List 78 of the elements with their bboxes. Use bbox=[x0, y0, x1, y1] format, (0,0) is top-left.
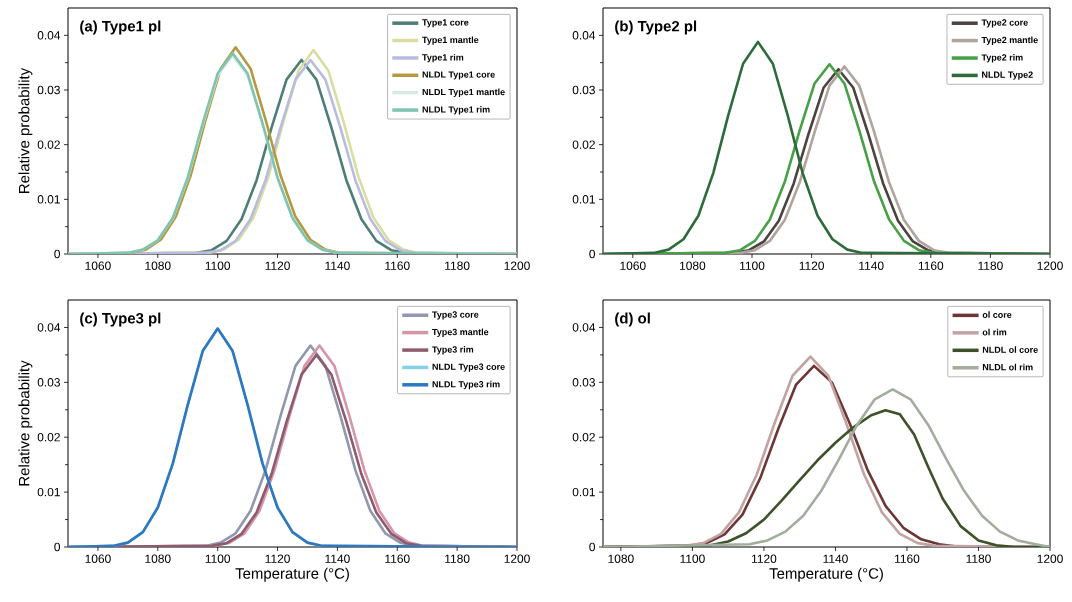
x-tick-label: 1060 bbox=[620, 261, 646, 270]
legend-label: Type1 core bbox=[422, 19, 469, 28]
y-tick-label: 0.04 bbox=[37, 323, 61, 332]
x-tick-label: 1160 bbox=[895, 554, 920, 563]
y-tick-label: 0.03 bbox=[37, 378, 60, 387]
text: (d) ol bbox=[615, 312, 650, 327]
x-tick-label: 1060 bbox=[85, 554, 111, 563]
y-tick-label: 0.01 bbox=[37, 195, 60, 204]
y-axis-title: Relative probability bbox=[18, 360, 33, 486]
y-tick-label: 0.01 bbox=[572, 487, 595, 497]
y-tick-label: 0 bbox=[589, 249, 596, 259]
x-tick-label: 1080 bbox=[145, 554, 171, 563]
y-tick-label: 0.04 bbox=[37, 31, 61, 40]
y-tick-label: 0.03 bbox=[572, 85, 595, 95]
x-tick-label: 1180 bbox=[445, 554, 470, 563]
legend-label: ol rim bbox=[982, 328, 1007, 336]
legend-label: Type2 core bbox=[981, 19, 1028, 28]
x-tick-label: 1100 bbox=[205, 261, 231, 270]
x-tick-label: 1200 bbox=[504, 554, 530, 563]
legend-label: NLDL Type1 mantle bbox=[422, 88, 505, 97]
y-tick-label: 0.04 bbox=[572, 323, 596, 332]
x-tick-label: 1100 bbox=[680, 554, 705, 563]
legend-label: NLDL Type1 rim bbox=[422, 106, 490, 115]
x-tick-label: 1120 bbox=[265, 261, 290, 270]
x-axis-title: Temperature (°C) bbox=[235, 567, 349, 582]
y-tick-label: 0 bbox=[589, 542, 596, 552]
y-tick-label: 0 bbox=[54, 542, 61, 552]
x-tick-label: 1180 bbox=[966, 554, 991, 563]
x-tick-label: 1080 bbox=[608, 554, 634, 563]
x-tick-label: 1080 bbox=[680, 261, 706, 270]
x-tick-label: 1120 bbox=[799, 261, 824, 270]
text: (c) Type3 pl bbox=[80, 312, 161, 327]
legend-label: NLDL ol core bbox=[982, 346, 1038, 353]
legend-label: Type1 mantle bbox=[422, 36, 479, 45]
legend-label: Type3 mantle bbox=[432, 328, 489, 337]
x-tick-label: 1120 bbox=[265, 554, 290, 563]
x-axis-title: Temperature (°C) bbox=[769, 567, 883, 582]
text: (b) Type2 pl bbox=[615, 20, 697, 35]
legend-label: NLDL Type3 core bbox=[432, 363, 505, 372]
x-tick-label: 1140 bbox=[859, 261, 884, 270]
x-tick-label: 1180 bbox=[978, 261, 1003, 270]
x-tick-label: 1200 bbox=[1037, 261, 1063, 270]
y-tick-label: 0 bbox=[54, 249, 61, 259]
legend-label: NLDL Type1 core bbox=[422, 71, 495, 80]
text: (a) Type1 pl bbox=[80, 20, 161, 35]
legend-label: Type2 mantle bbox=[981, 36, 1038, 45]
y-tick-label: 0.02 bbox=[572, 432, 595, 442]
legend-label: NLDL Type3 rim bbox=[432, 380, 500, 390]
y-tick-label: 0.02 bbox=[37, 432, 60, 442]
x-tick-label: 1140 bbox=[325, 261, 350, 270]
y-axis-title: Relative probability bbox=[18, 67, 33, 193]
x-tick-label: 1200 bbox=[1037, 554, 1063, 563]
x-tick-label: 1060 bbox=[85, 261, 111, 270]
x-tick-label: 1100 bbox=[205, 554, 231, 563]
y-tick-label: 0.02 bbox=[572, 140, 595, 149]
x-tick-label: 1160 bbox=[918, 261, 944, 270]
x-tick-label: 1080 bbox=[145, 261, 171, 270]
legend-label: Type3 rim bbox=[432, 346, 474, 355]
x-tick-label: 1140 bbox=[325, 554, 350, 563]
y-tick-label: 0.03 bbox=[37, 85, 60, 95]
x-tick-label: 1180 bbox=[445, 261, 470, 270]
y-tick-label: 0.01 bbox=[37, 487, 60, 497]
y-tick-label: 0.02 bbox=[37, 140, 60, 149]
x-tick-label: 1160 bbox=[385, 554, 410, 563]
y-tick-label: 0.03 bbox=[572, 378, 595, 387]
x-tick-label: 1160 bbox=[385, 261, 410, 270]
x-tick-label: 1140 bbox=[823, 554, 848, 563]
x-tick-label: 1100 bbox=[740, 261, 765, 270]
legend-label: NLDL ol rim bbox=[982, 363, 1033, 371]
x-tick-label: 1200 bbox=[504, 261, 530, 270]
legend-label: Type2 rim bbox=[981, 54, 1023, 63]
legend-label: NLDL Type2 bbox=[982, 71, 1033, 80]
y-tick-label: 0.01 bbox=[572, 195, 595, 204]
legend-label: Type3 core bbox=[432, 311, 479, 320]
x-tick-label: 1120 bbox=[751, 554, 777, 563]
legend-label: ol core bbox=[982, 311, 1012, 318]
legend-label: Type1 rim bbox=[422, 53, 464, 63]
y-tick-label: 0.04 bbox=[572, 31, 596, 40]
